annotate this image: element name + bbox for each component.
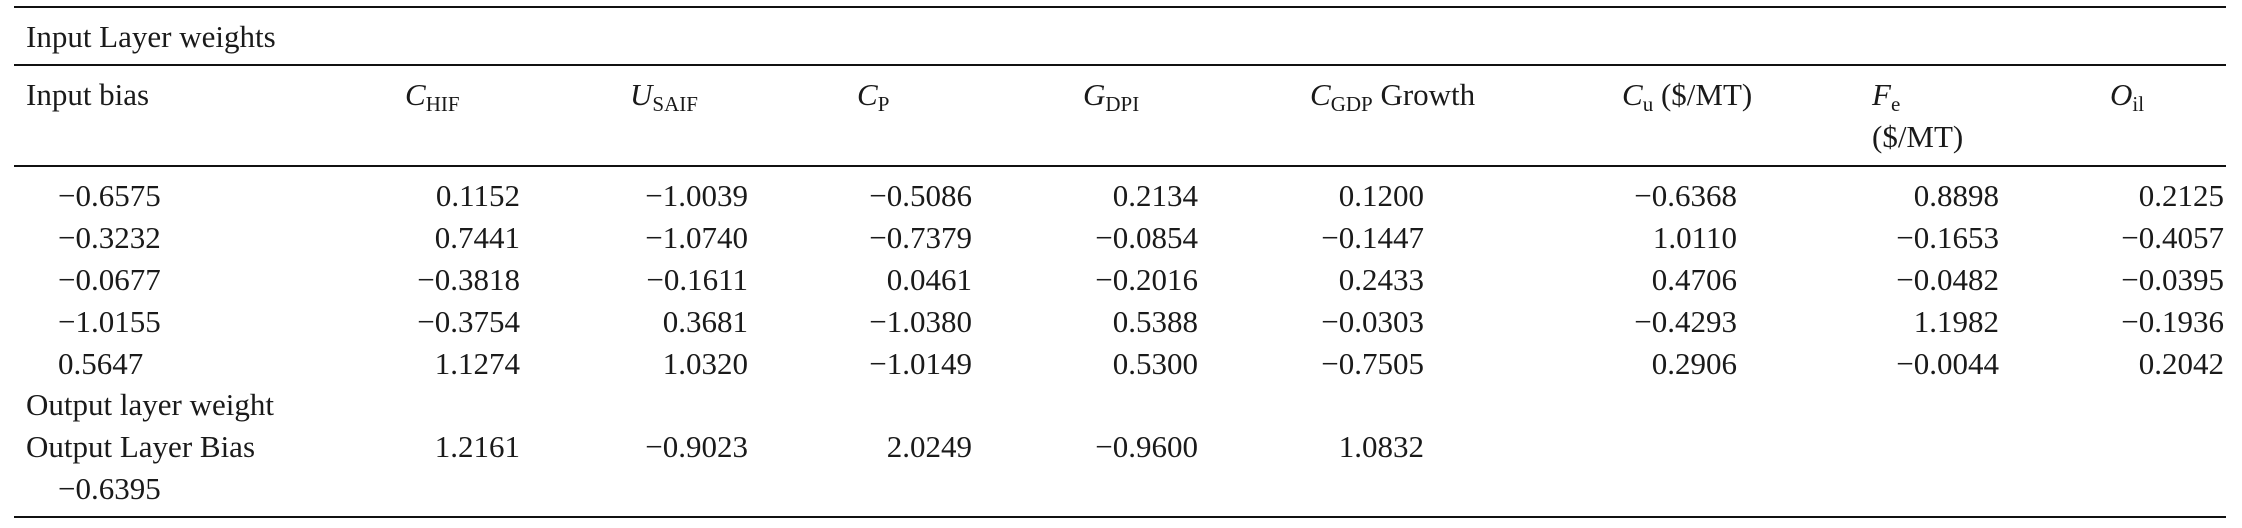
output-weight-cell: 1.2161 <box>434 429 520 464</box>
header-u-saif: USAIF <box>630 77 698 116</box>
header-g-dpi: GDPI <box>1083 77 1140 116</box>
weight-cell: 0.3681 <box>662 304 748 339</box>
weight-cell: −0.0044 <box>1896 346 1999 381</box>
weight-cell: 0.1152 <box>435 178 520 213</box>
output-weight-cell: −0.9600 <box>1095 429 1198 464</box>
header-c-hif: CHIF <box>405 77 460 116</box>
input-bias-cell: −0.0677 <box>58 262 161 297</box>
weight-cell: 1.1274 <box>434 346 520 381</box>
weight-cell: −0.7379 <box>869 220 972 255</box>
output-bias-label: Output Layer Bias <box>26 429 256 464</box>
output-weight-cell: −0.9023 <box>645 429 748 464</box>
weight-cell: −0.0482 <box>1896 262 1999 297</box>
weight-cell: −0.3818 <box>417 262 520 297</box>
weight-cell: 0.2042 <box>2138 346 2224 381</box>
weight-cell: 0.1200 <box>1338 178 1424 213</box>
weight-cell: −0.2016 <box>1095 262 1198 297</box>
weight-cell: 0.2125 <box>2138 178 2224 213</box>
header-bottom-rule <box>14 165 2226 167</box>
weight-cell: 0.5300 <box>1112 346 1198 381</box>
weight-cell: −1.0380 <box>869 304 972 339</box>
weight-cell: −0.1447 <box>1321 220 1424 255</box>
weight-cell: −0.1936 <box>2121 304 2224 339</box>
weight-cell: −0.7505 <box>1321 346 1424 381</box>
output-bias-value: −0.6395 <box>58 471 161 506</box>
weight-cell: 0.2134 <box>1112 178 1198 213</box>
weight-cell: −0.6368 <box>1634 178 1737 213</box>
caption-row: Input Layer weights <box>26 19 276 54</box>
header-c-p: CP <box>857 77 890 116</box>
weight-cell: 0.4706 <box>1651 262 1737 297</box>
output-weight-label: Output layer weight <box>26 387 274 422</box>
weight-cell: 0.8898 <box>1913 178 1999 213</box>
bottom-rule <box>14 516 2226 518</box>
header-input-bias: Input bias <box>26 77 150 112</box>
weight-cell: −0.1653 <box>1896 220 1999 255</box>
weight-cell: −0.0854 <box>1095 220 1198 255</box>
header-f-e-unit: ($/MT) <box>1872 119 1964 154</box>
header-top-rule <box>14 64 2226 66</box>
weight-cell: −0.4057 <box>2121 220 2224 255</box>
input-bias-cell: −0.3232 <box>58 220 161 255</box>
weight-cell: 0.2433 <box>1338 262 1424 297</box>
header-o-il: Oil <box>2110 77 2145 116</box>
input-bias-cell: −1.0155 <box>58 304 161 339</box>
weight-cell: −0.5086 <box>869 178 972 213</box>
weight-cell: −0.0303 <box>1321 304 1424 339</box>
header-c-gdp-growth: CGDP Growth <box>1310 77 1476 116</box>
weight-cell: −1.0039 <box>645 178 748 213</box>
weight-cell: 1.0110 <box>1652 220 1737 255</box>
weight-cell: 1.1982 <box>1913 304 1999 339</box>
weight-cell: 1.0320 <box>662 346 748 381</box>
weight-cell: 0.5388 <box>1112 304 1198 339</box>
weight-cell: −1.0149 <box>869 346 972 381</box>
weight-cell: 0.7441 <box>434 220 520 255</box>
weight-cell: −0.4293 <box>1634 304 1737 339</box>
output-weight-cell: 1.0832 <box>1338 429 1424 464</box>
top-rule <box>14 6 2226 8</box>
weight-cell: −0.1611 <box>646 262 748 297</box>
weight-cell: −0.3754 <box>417 304 520 339</box>
header-c-u: Cu ($/MT) <box>1622 77 1753 116</box>
weight-cell: −1.0740 <box>645 220 748 255</box>
weight-cell: −0.0395 <box>2121 262 2224 297</box>
weight-cell: 0.2906 <box>1651 346 1737 381</box>
input-bias-cell: 0.5647 <box>58 346 144 381</box>
input-bias-cell: −0.6575 <box>58 178 161 213</box>
header-f-e: Fe <box>1872 77 1901 116</box>
weight-cell: 0.0461 <box>886 262 972 297</box>
output-weight-cell: 2.0249 <box>886 429 972 464</box>
